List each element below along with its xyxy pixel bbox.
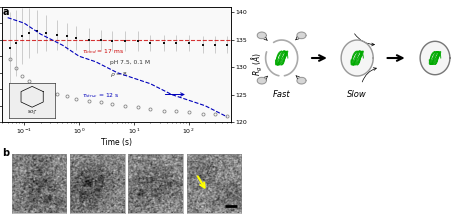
Text: b: b	[2, 148, 9, 158]
Text: Slow: Slow	[347, 90, 367, 99]
Polygon shape	[341, 40, 373, 76]
Text: a: a	[2, 7, 9, 17]
Polygon shape	[420, 41, 450, 75]
Text: pH 7.5, 0.1 M: pH 7.5, 0.1 M	[110, 60, 150, 65]
Text: Fast: Fast	[273, 90, 291, 99]
Text: $\tau_{struc}$ = 12 s: $\tau_{struc}$ = 12 s	[82, 91, 120, 100]
Y-axis label: $R_g$ ($\AA$): $R_g$ ($\AA$)	[250, 53, 265, 76]
Polygon shape	[297, 77, 306, 84]
Polygon shape	[297, 32, 306, 39]
Text: $\rho$ = 8: $\rho$ = 8	[110, 70, 128, 79]
X-axis label: Time (s): Time (s)	[101, 138, 132, 147]
Text: $\tau_{bind}$ = 17 ms: $\tau_{bind}$ = 17 ms	[82, 47, 125, 56]
Polygon shape	[257, 77, 266, 84]
Polygon shape	[257, 32, 266, 39]
